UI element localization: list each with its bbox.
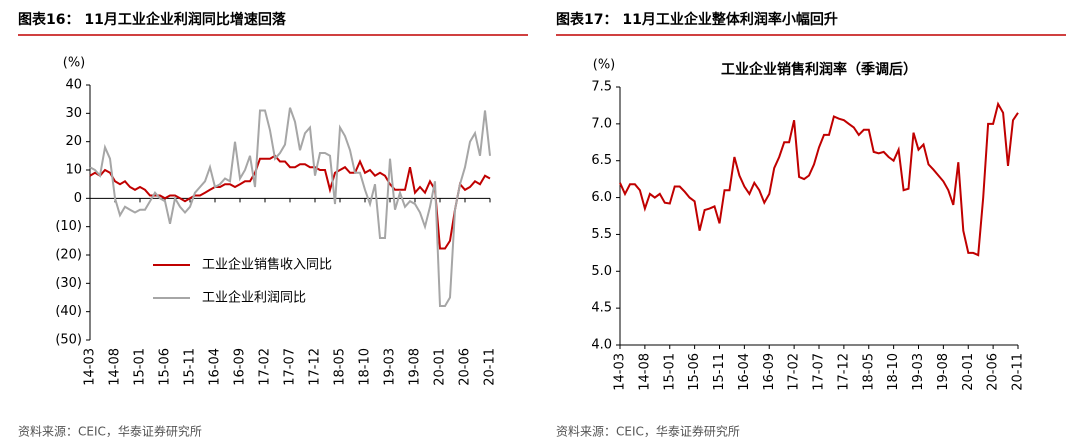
x-tick-label: 16-04: [737, 353, 752, 391]
y-tick-label: 0: [74, 191, 82, 206]
x-tick-label: 15-11: [712, 353, 727, 391]
y-tick-label: 10: [65, 163, 82, 178]
x-tick-label: 14-03: [613, 353, 628, 391]
x-tick-label: 17-02: [787, 353, 802, 391]
y-axis-label: (%): [593, 58, 616, 73]
y-tick-label: (20): [55, 248, 82, 263]
data-line: [89, 107, 491, 307]
x-tick-label: 17-02: [258, 348, 273, 386]
x-tick-label: 20-06: [458, 348, 473, 386]
x-tick-label: 20-11: [1011, 353, 1026, 391]
x-tick-label: 19-03: [911, 353, 926, 391]
legend-label: 工业企业利润同比: [202, 290, 306, 306]
y-tick-label: (50): [55, 333, 82, 348]
source: 资料来源：CEIC，华泰证券研究所: [18, 424, 202, 439]
y-tick-label: (40): [55, 304, 82, 319]
y-tick-label: 30: [65, 106, 82, 121]
x-tick-label: 14-08: [637, 353, 652, 391]
x-tick-label: 15-06: [687, 353, 702, 391]
y-axis-label: (%): [63, 56, 86, 71]
x-tick-label: 14-08: [108, 348, 123, 386]
y-tick-label: 5.0: [591, 264, 612, 279]
plot-subtitle: 工业企业销售利润率（季调后）: [721, 61, 917, 78]
x-tick-label: 15-01: [133, 348, 148, 386]
x-tick-label: 17-07: [283, 348, 298, 386]
x-tick-label: 17-12: [836, 353, 851, 391]
y-tick-label: 5.5: [591, 227, 612, 242]
x-tick-label: 15-01: [662, 353, 677, 391]
x-tick-label: 20-01: [433, 348, 448, 386]
x-tick-label: 16-09: [762, 353, 777, 391]
y-tick-label: (10): [55, 219, 82, 234]
x-tick-label: 18-10: [358, 348, 373, 386]
x-tick-label: 17-07: [812, 353, 827, 391]
x-tick-label: 15-06: [158, 348, 173, 386]
x-tick-label: 16-04: [208, 348, 223, 386]
x-tick-label: 18-05: [861, 353, 876, 391]
x-tick-label: 15-11: [183, 348, 198, 386]
y-tick-label: 4.5: [591, 301, 612, 316]
x-tick-label: 20-11: [483, 348, 498, 386]
x-tick-label: 20-06: [986, 353, 1001, 391]
y-tick-label: 7.5: [591, 80, 612, 95]
x-tick-label: 17-12: [308, 348, 323, 386]
y-tick-label: 40: [65, 78, 82, 93]
y-tick-label: (30): [55, 276, 82, 291]
y-tick-label: 6.0: [591, 190, 612, 205]
y-tick-label: 20: [65, 134, 82, 149]
x-tick-label: 14-03: [83, 348, 98, 386]
x-tick-label: 18-05: [333, 348, 348, 386]
chart-title: 图表16： 11月工业企业利润同比增速回落: [18, 11, 287, 28]
x-tick-label: 19-03: [383, 348, 398, 386]
chart-title: 图表17： 11月工业企业整体利润率小幅回升: [556, 11, 838, 28]
y-tick-label: 7.0: [591, 116, 612, 131]
x-tick-label: 19-08: [936, 353, 951, 391]
y-tick-label: 4.0: [591, 338, 612, 353]
legend-label: 工业企业销售收入同比: [202, 257, 332, 273]
x-tick-label: 19-08: [408, 348, 423, 386]
x-tick-label: 16-09: [233, 348, 248, 386]
source: 资料来源：CEIC，华泰证券研究所: [556, 424, 740, 439]
x-tick-label: 18-10: [886, 353, 901, 391]
y-tick-label: 6.5: [591, 153, 612, 168]
data-line: [619, 101, 1019, 257]
x-tick-label: 20-01: [961, 353, 976, 391]
